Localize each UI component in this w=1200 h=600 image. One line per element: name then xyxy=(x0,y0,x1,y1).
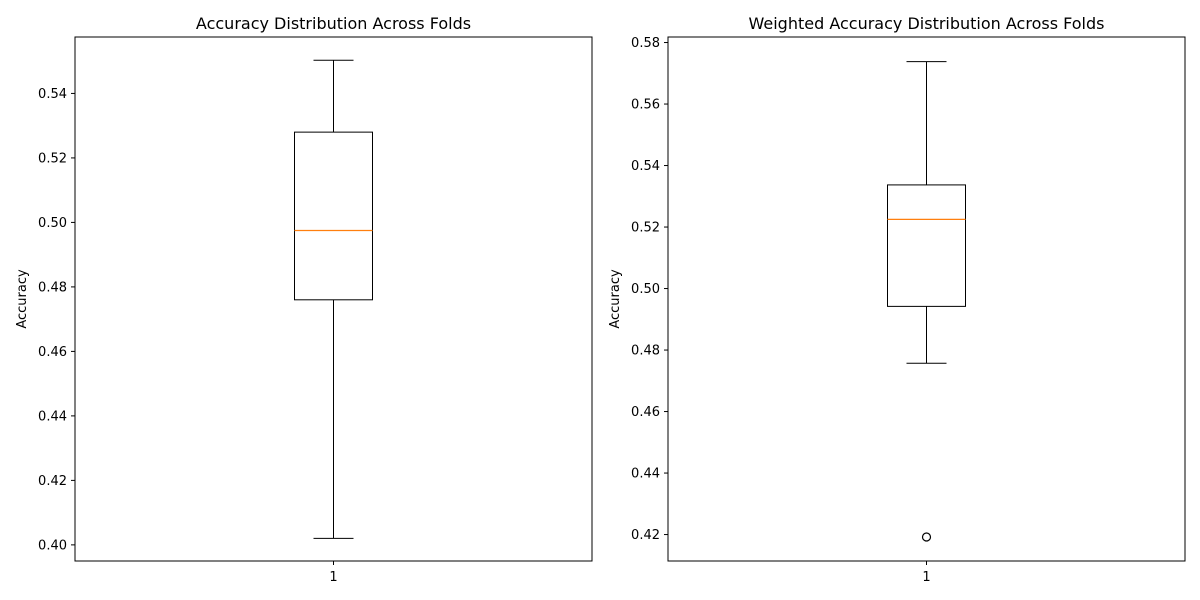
y-tick-label: 0.56 xyxy=(631,98,660,113)
y-tick-label: 0.52 xyxy=(631,221,660,236)
y-tick-label: 0.50 xyxy=(631,282,660,297)
y-tick-label: 0.42 xyxy=(631,528,660,543)
y-tick-label: 0.40 xyxy=(38,538,67,553)
plot-area: 0.42 0.44 0.46 0.48 0.50 0.52 0.54 0.56 0.58 1 xyxy=(631,36,966,585)
weighted-accuracy-boxplot-panel: Weighted Accuracy Distribution Across Fo… xyxy=(608,14,1186,585)
y-tick-label: 0.46 xyxy=(38,345,67,360)
iqr-box xyxy=(294,131,373,301)
y-tick-label: 0.48 xyxy=(38,280,67,295)
y-tick-label: 0.42 xyxy=(38,474,67,489)
x-tick-label: 1 xyxy=(329,570,337,585)
x-tick-label: 1 xyxy=(922,570,930,585)
axes-frame xyxy=(667,36,1186,562)
y-tick-label: 0.50 xyxy=(38,216,67,231)
y-tick-label: 0.58 xyxy=(631,36,660,51)
iqr-box xyxy=(887,184,966,307)
axes-frame xyxy=(74,36,593,562)
y-axis-label: Accuracy xyxy=(608,269,623,329)
y-tick-label: 0.46 xyxy=(631,405,660,420)
accuracy-boxplot-panel: Accuracy Distribution Across Folds Accur… xyxy=(15,14,593,585)
y-tick-label: 0.44 xyxy=(38,409,67,424)
outlier-point xyxy=(921,532,932,542)
plot-area: 0.40 0.42 0.44 0.46 0.48 0.50 0.52 0.54 1 xyxy=(38,59,373,585)
y-tick-label: 0.44 xyxy=(631,467,660,482)
y-axis-label: Accuracy xyxy=(15,269,30,329)
chart-title: Weighted Accuracy Distribution Across Fo… xyxy=(749,14,1105,33)
y-tick-label: 0.52 xyxy=(38,151,67,166)
chart-title: Accuracy Distribution Across Folds xyxy=(196,14,471,33)
y-tick-label: 0.54 xyxy=(38,87,67,102)
y-tick-label: 0.54 xyxy=(631,159,660,174)
y-tick-label: 0.48 xyxy=(631,344,660,359)
